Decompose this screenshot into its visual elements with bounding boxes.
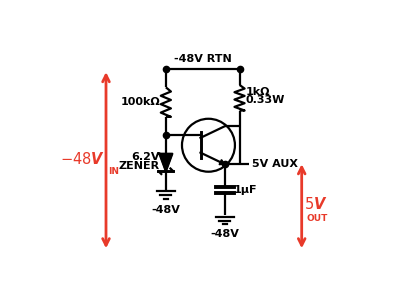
Text: IN: IN — [108, 167, 119, 176]
Text: 1kΩ: 1kΩ — [245, 87, 270, 97]
Text: 6.2V: 6.2V — [132, 152, 160, 162]
Text: -48V: -48V — [152, 205, 180, 215]
Text: 5V AUX: 5V AUX — [252, 159, 298, 169]
Polygon shape — [160, 154, 172, 171]
Text: 1μF: 1μF — [234, 185, 258, 195]
Text: 100kΩ: 100kΩ — [120, 97, 160, 107]
Polygon shape — [219, 160, 225, 165]
Text: $-48\mathregular{V}$: $-48\mathregular{V}$ — [60, 151, 105, 167]
Text: $5\mathregular{V}$: $5\mathregular{V}$ — [304, 196, 328, 212]
Text: -48V RTN: -48V RTN — [174, 54, 232, 64]
Text: OUT: OUT — [307, 213, 328, 223]
Text: ZENER: ZENER — [119, 161, 160, 171]
Text: -48V: -48V — [210, 229, 239, 239]
Text: 0.33W: 0.33W — [245, 95, 285, 105]
